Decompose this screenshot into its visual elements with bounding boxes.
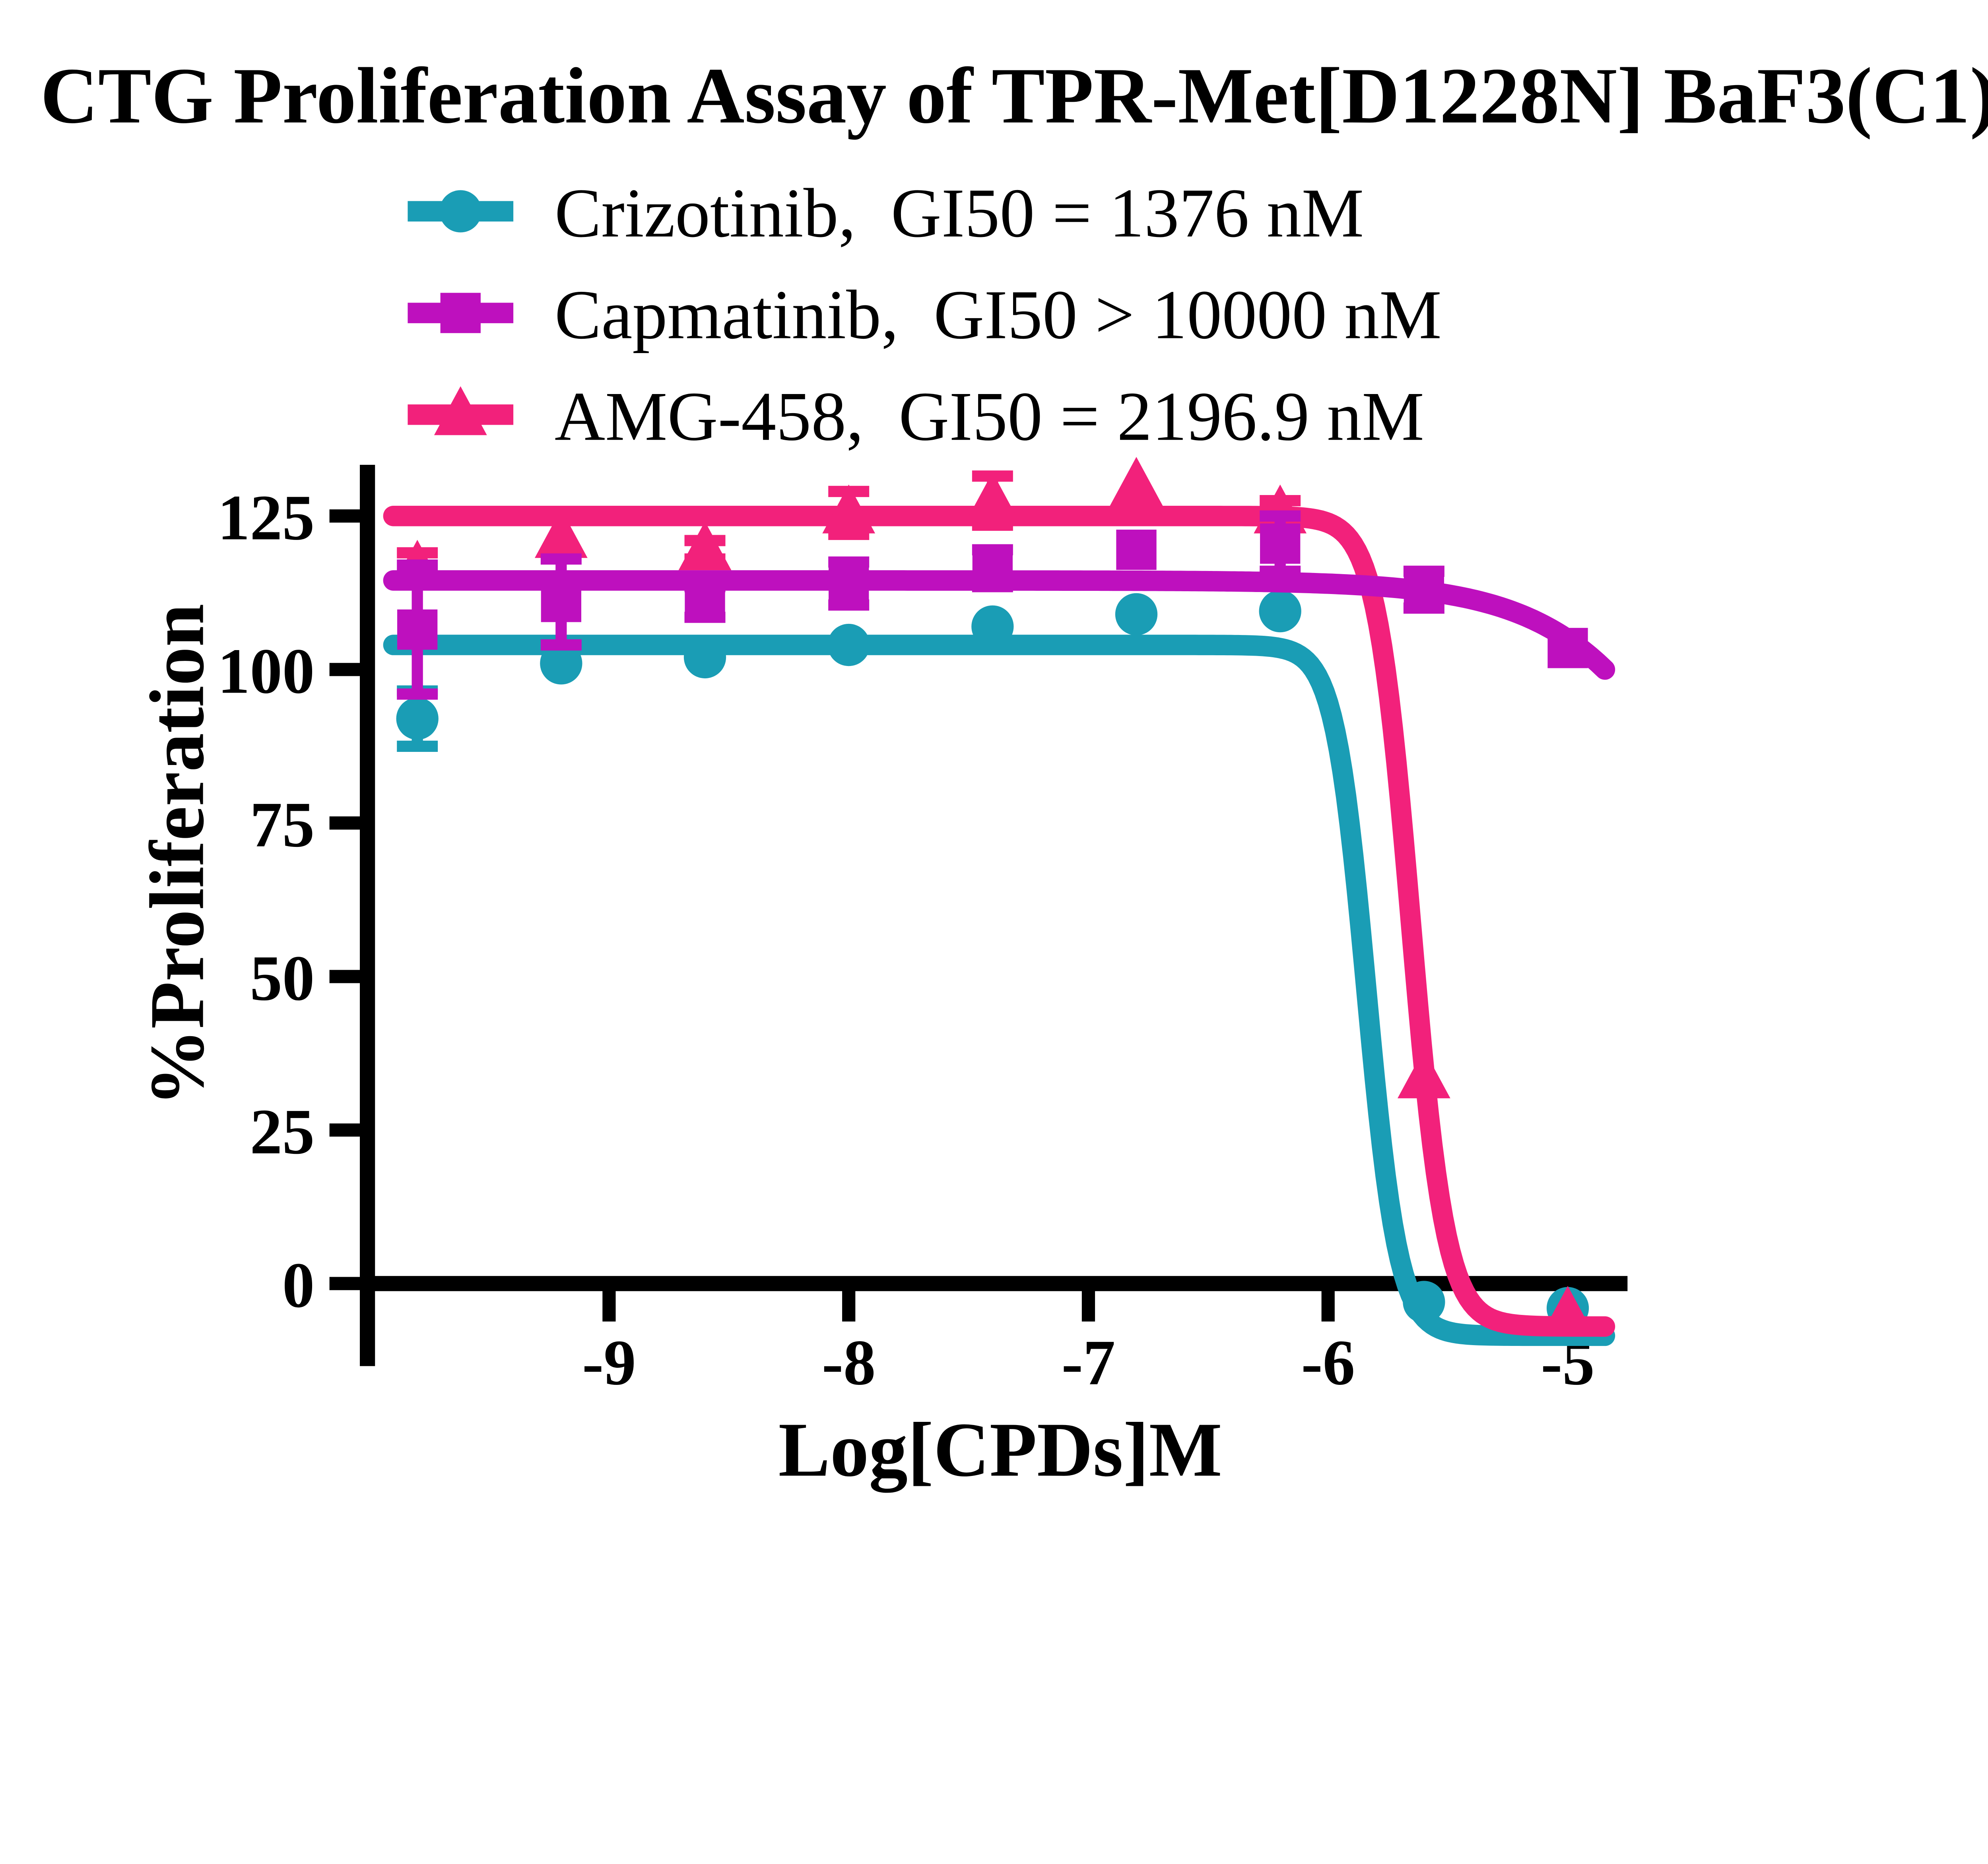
- legend-square-marker-icon: [440, 293, 481, 333]
- legend-item-amg-458: AMG-458, GI50 = 2196.9 nM: [408, 378, 1424, 455]
- capmatinib-data-point: [685, 582, 725, 622]
- x-tick-label: -7: [1062, 1327, 1116, 1398]
- legend-circle-marker-icon: [439, 190, 482, 233]
- proliferation-chart: CTG Proliferation Assay of TPR-Met[D1228…: [40, 52, 1988, 1493]
- legend-triangle-marker-icon: [434, 386, 487, 435]
- amg-458-data-point: [534, 509, 588, 558]
- y-tick-label: 100: [217, 635, 315, 707]
- capmatinib-data-point: [397, 609, 438, 650]
- legend-label: AMG-458, GI50 = 2196.9 nM: [555, 378, 1424, 455]
- y-tick-label: 0: [282, 1250, 315, 1321]
- y-tick-label: 125: [217, 482, 315, 553]
- y-axis-title: %Proliferation: [134, 604, 220, 1106]
- amg-458-data-point: [1110, 457, 1163, 506]
- series-capmatinib: [383, 510, 1615, 700]
- crizotinib-data-point: [1403, 1281, 1445, 1323]
- crizotinib-data-point: [396, 697, 439, 740]
- x-tick-label: -9: [582, 1327, 636, 1398]
- y-tick-label: 25: [250, 1096, 315, 1168]
- y-tick-label: 75: [250, 789, 315, 860]
- capmatinib-data-point: [541, 582, 581, 622]
- crizotinib-data-point: [827, 623, 870, 666]
- legend-label: Capmatinib, GI50 > 10000 nM: [555, 276, 1442, 353]
- y-tick-label: 50: [250, 943, 315, 1014]
- amg-458-data-point: [1397, 1049, 1450, 1099]
- capmatinib-data-point: [1260, 523, 1301, 564]
- crizotinib-data-point: [971, 605, 1014, 648]
- amg-458-data-point: [966, 472, 1019, 521]
- x-tick-label: -6: [1301, 1327, 1355, 1398]
- crizotinib-data-point: [683, 636, 726, 679]
- capmatinib-data-point: [1404, 569, 1444, 610]
- capmatinib-data-point: [829, 563, 869, 604]
- amg-458-data-point: [678, 521, 732, 571]
- capmatinib-data-point: [1116, 530, 1157, 570]
- legend-item-capmatinib: Capmatinib, GI50 > 10000 nM: [408, 276, 1442, 353]
- amg-458-data-point: [1541, 1285, 1594, 1335]
- chart-title: CTG Proliferation Assay of TPR-Met[D1228…: [41, 52, 1988, 140]
- crizotinib-data-point: [1115, 593, 1158, 635]
- plot-area: [383, 457, 1615, 1346]
- capmatinib-data-point: [972, 548, 1013, 588]
- figure: CTG Proliferation Assay of TPR-Met[D1228…: [40, 52, 1988, 1493]
- capmatinib-data-point: [1547, 628, 1588, 668]
- crizotinib-data-point: [540, 642, 582, 685]
- x-axis-title: Log[CPDs]M: [779, 1407, 1222, 1493]
- crizotinib-data-point: [1259, 590, 1301, 633]
- amg-458-data-point: [822, 484, 876, 534]
- series-crizotinib: [383, 590, 1615, 1346]
- legend-item-crizotinib: Crizotinib, GI50 = 1376 nM: [408, 175, 1364, 252]
- x-tick-label: -8: [822, 1327, 876, 1398]
- legend: Crizotinib, GI50 = 1376 nM Capmatinib, GI…: [408, 175, 1442, 455]
- legend-label: Crizotinib, GI50 = 1376 nM: [555, 175, 1364, 252]
